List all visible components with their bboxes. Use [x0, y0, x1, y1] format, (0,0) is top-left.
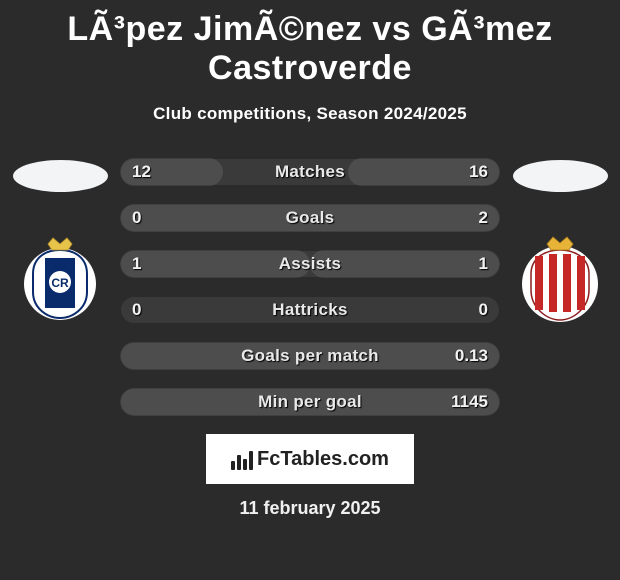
right-team-crest: [515, 232, 605, 322]
brand-box: FcTables.com: [206, 434, 414, 484]
stat-row-min-per-goal: Min per goal1145: [120, 388, 500, 416]
stat-value-right: 2: [479, 204, 488, 232]
brand-logo-icon: [231, 448, 253, 470]
stat-label: Goals: [120, 204, 500, 232]
stat-label: Hattricks: [120, 296, 500, 324]
stat-value-right: 1145: [451, 388, 488, 416]
brand-text: FcTables.com: [257, 448, 389, 471]
stat-value-right: 0: [479, 296, 488, 324]
stat-label: Matches: [120, 158, 500, 186]
subtitle: Club competitions, Season 2024/2025: [0, 104, 620, 124]
stat-label: Goals per match: [120, 342, 500, 370]
stat-row-goals: 0Goals2: [120, 204, 500, 232]
comparison-content: CR 12Matches160Goals21Assists10Hattricks…: [0, 158, 620, 416]
stat-value-right: 1: [479, 250, 488, 278]
stat-label: Assists: [120, 250, 500, 278]
page-title: LÃ³pez JimÃ©nez vs GÃ³mez Castroverde: [0, 0, 620, 88]
right-side: [500, 158, 620, 322]
stat-row-hattricks: 0Hattricks0: [120, 296, 500, 324]
stat-row-assists: 1Assists1: [120, 250, 500, 278]
right-player-oval: [513, 160, 608, 192]
stat-value-right: 0.13: [455, 342, 488, 370]
stat-bars: 12Matches160Goals21Assists10Hattricks0Go…: [120, 158, 500, 416]
left-player-oval: [13, 160, 108, 192]
stat-label: Min per goal: [120, 388, 500, 416]
left-side: CR: [0, 158, 120, 322]
left-team-crest: CR: [15, 232, 105, 322]
crest-right-svg: [515, 232, 605, 322]
date-text: 11 february 2025: [239, 498, 380, 519]
stat-value-right: 16: [469, 158, 488, 186]
footer: FcTables.com 11 february 2025: [0, 434, 620, 519]
stat-row-matches: 12Matches16: [120, 158, 500, 186]
stat-row-goals-per-match: Goals per match0.13: [120, 342, 500, 370]
crest-left-svg: CR: [15, 232, 105, 322]
svg-text:CR: CR: [51, 276, 69, 290]
